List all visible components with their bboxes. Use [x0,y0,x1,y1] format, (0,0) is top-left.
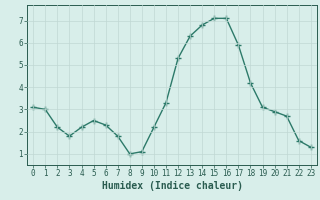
X-axis label: Humidex (Indice chaleur): Humidex (Indice chaleur) [101,181,243,191]
